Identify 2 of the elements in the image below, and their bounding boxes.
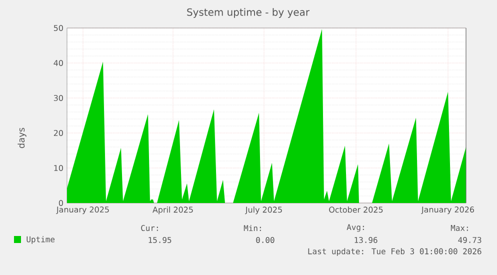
- chart-title: System uptime - by year: [187, 8, 310, 18]
- y-axis-title: days: [18, 128, 26, 148]
